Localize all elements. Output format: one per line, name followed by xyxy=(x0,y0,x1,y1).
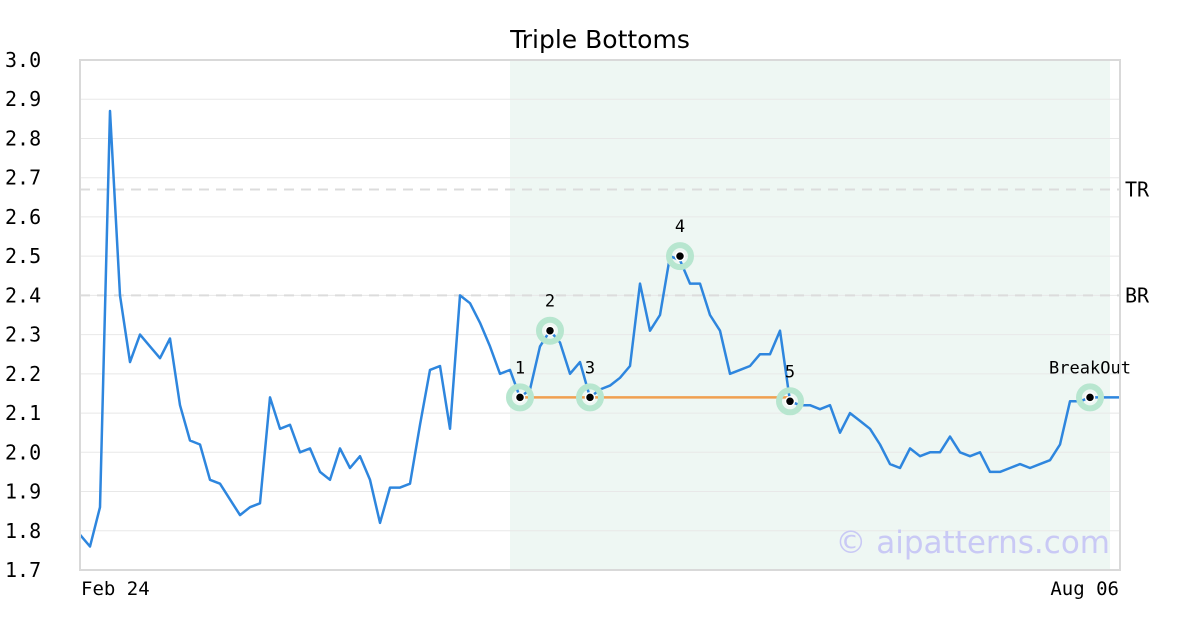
pattern-point xyxy=(674,250,686,262)
pattern-point xyxy=(514,392,526,403)
watermark: © aipatterns.com xyxy=(835,525,1110,561)
y-tick-label: 2.9 xyxy=(5,87,41,111)
y-tick-label: 1.8 xyxy=(5,519,41,543)
y-tick-label: 2.5 xyxy=(5,244,41,268)
x-tick-label: Feb 24 xyxy=(81,578,150,600)
x-axis-ticks: Feb 24 Aug 06 xyxy=(81,578,1119,600)
pattern-point-halo xyxy=(666,242,694,271)
pattern-region-layer xyxy=(510,60,1110,570)
y-tick-label: 2.0 xyxy=(5,440,41,464)
y-tick-label: 2.6 xyxy=(5,205,41,229)
pattern-point-halo xyxy=(576,383,604,412)
pattern-point xyxy=(784,396,796,407)
plot-frame xyxy=(79,59,1121,571)
y-tick-label: 1.7 xyxy=(5,558,41,582)
reference-line-label: BR xyxy=(1125,283,1150,307)
pattern-point-label: 3 xyxy=(585,358,595,378)
pattern-point xyxy=(584,392,596,403)
y-tick-label: 2.2 xyxy=(5,362,41,386)
y-tick-label: 2.3 xyxy=(5,323,41,347)
reference-line-label: TR xyxy=(1125,177,1150,201)
x-tick-label: Aug 06 xyxy=(1050,578,1119,600)
y-tick-label: 2.4 xyxy=(5,283,41,307)
pattern-point-label: BreakOut xyxy=(1049,358,1131,378)
pattern-points-layer: 1 2 3 4 5 BreakOut xyxy=(506,217,1131,416)
y-tick-label: 1.9 xyxy=(5,480,41,504)
pattern-point-label: 1 xyxy=(515,358,525,378)
y-axis-ticks: 1.7 1.8 1.9 2.0 2.1 2.2 2.3 2.4 2.5 2.6 2.7 2.8 2.9 3… xyxy=(5,48,41,582)
pattern-point-halo xyxy=(776,387,804,416)
pattern-point-halo xyxy=(1076,383,1104,412)
y-tick-label: 2.1 xyxy=(5,401,41,425)
y-tick-label: 3.0 xyxy=(5,48,41,72)
y-tick-label: 2.8 xyxy=(5,126,41,150)
pattern-point-label: 5 xyxy=(785,362,795,382)
pattern-point-halo xyxy=(506,383,534,412)
pattern-point-label: 4 xyxy=(675,217,685,237)
pattern-point xyxy=(544,325,556,336)
reference-lines-layer: TR BR xyxy=(80,177,1150,307)
pattern-region xyxy=(510,60,1110,570)
y-tick-label: 2.7 xyxy=(5,166,41,190)
pattern-point-halo xyxy=(536,316,564,345)
pattern-point xyxy=(1084,392,1096,403)
chart-title: Triple Bottoms xyxy=(509,25,690,54)
pattern-point-label: 2 xyxy=(545,292,555,312)
